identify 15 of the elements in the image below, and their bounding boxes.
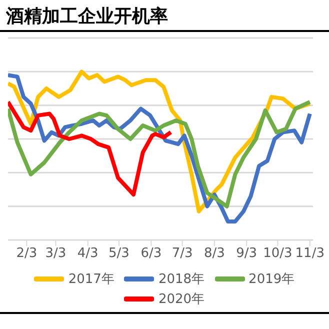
legend-label: 2018年	[158, 271, 205, 288]
x-tick-label: 2/3	[16, 246, 38, 262]
x-tick-label: 7/3	[172, 246, 193, 262]
x-tick-label: 6/3	[140, 246, 162, 262]
legend-label: 2020年	[158, 291, 205, 308]
x-tick-label: 8/3	[204, 246, 225, 262]
x-tick-label: 11/3	[295, 246, 324, 262]
legend-label: 2019年	[248, 271, 295, 288]
x-tick-label: 9/3	[236, 246, 258, 262]
legend-label: 2017年	[68, 271, 114, 288]
chart-title: 酒精加工企业开机率	[0, 0, 329, 32]
x-tick-label: 4/3	[77, 246, 98, 262]
x-tick-label: 5/3	[108, 246, 130, 262]
x-tick-label: 3/3	[45, 246, 66, 262]
x-tick-label: 10/3	[263, 246, 292, 262]
